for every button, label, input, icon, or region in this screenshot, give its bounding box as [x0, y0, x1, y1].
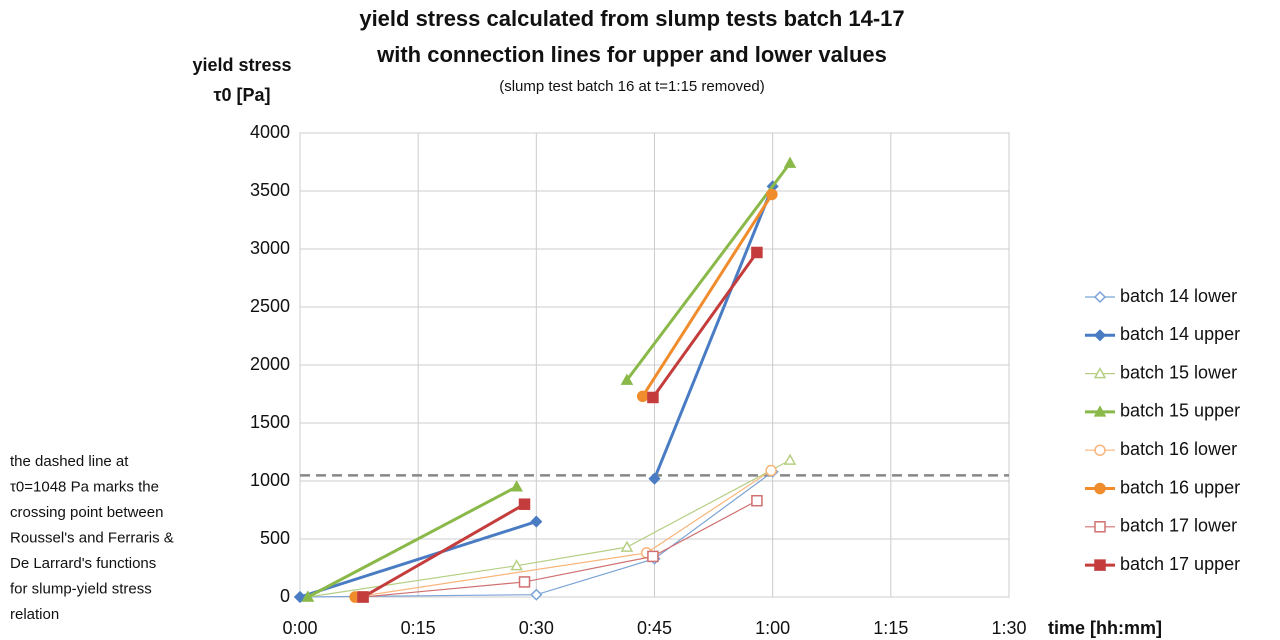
legend-label: batch 16 lower: [1120, 439, 1237, 459]
legend-label: batch 14 lower: [1120, 286, 1237, 306]
y-tick-label: 500: [260, 528, 290, 548]
y-axis-label: yield stress: [192, 55, 291, 75]
series-line: [307, 459, 791, 598]
marker: [1094, 482, 1106, 495]
series-line: [362, 502, 526, 599]
y-tick-label: 0: [280, 586, 290, 606]
x-tick-label: 1:00: [755, 618, 790, 638]
annotation: relation: [10, 606, 59, 623]
marker: [530, 515, 543, 528]
legend-label: batch 14 upper: [1120, 324, 1240, 344]
marker: [1094, 444, 1106, 456]
x-tick-label: 0:15: [401, 618, 436, 638]
marker: [357, 591, 369, 603]
legend-label: batch 17 lower: [1120, 516, 1237, 536]
x-tick-label: 1:15: [873, 618, 908, 638]
marker: [636, 390, 649, 403]
series-line: [299, 471, 774, 598]
marker: [647, 391, 659, 404]
x-axis-label: time [hh:mm]: [1048, 618, 1162, 638]
marker: [766, 188, 778, 201]
chart-title: with connection lines for upper and lowe…: [376, 42, 887, 67]
y-tick-label: 1000: [250, 470, 290, 490]
marker: [518, 576, 531, 588]
marker: [518, 498, 531, 510]
marker: [1093, 367, 1107, 379]
x-tick-label: 0:00: [282, 618, 317, 638]
y-tick-label: 2500: [250, 296, 290, 316]
y-tick-label: 2000: [250, 354, 290, 374]
y-tick-label: 3500: [250, 180, 290, 200]
marker: [751, 494, 763, 507]
x-tick-label: 0:45: [637, 618, 672, 638]
x-tick-label: 0:30: [519, 618, 554, 638]
chart-title: yield stress calculated from slump tests…: [359, 6, 904, 31]
series-line: [651, 251, 759, 399]
marker: [751, 246, 763, 259]
series-line: [362, 500, 758, 598]
marker: [765, 464, 777, 477]
series-line: [307, 485, 518, 599]
marker: [1094, 521, 1106, 533]
series-line: [355, 470, 772, 598]
annotation: for slump-yield stress: [10, 580, 152, 597]
series-line: [653, 185, 775, 480]
marker: [530, 588, 543, 601]
marker: [1093, 290, 1107, 304]
annotation: crossing point between: [10, 504, 163, 521]
marker: [783, 453, 797, 465]
marker: [293, 590, 307, 604]
marker: [1094, 559, 1106, 571]
annotation: Roussel's and Ferraris &: [10, 529, 174, 546]
legend-label: batch 17 upper: [1120, 554, 1240, 574]
marker: [1093, 405, 1107, 417]
marker: [620, 373, 634, 385]
marker: [510, 480, 523, 492]
annotation: τ0=1048 Pa marks the: [10, 478, 159, 495]
marker: [783, 156, 797, 168]
y-tick-label: 1500: [250, 412, 290, 432]
marker: [648, 472, 661, 485]
series-line: [641, 193, 774, 398]
marker: [647, 550, 659, 563]
marker: [1093, 329, 1107, 342]
y-tick-label: 3000: [250, 238, 290, 258]
series-line: [625, 162, 792, 381]
legend-label: batch 15 upper: [1120, 401, 1240, 421]
chart-subtitle: (slump test batch 16 at t=1:15 removed): [499, 78, 765, 95]
marker: [510, 559, 523, 571]
legend-label: batch 15 lower: [1120, 362, 1237, 382]
y-axis-label: τ0 [Pa]: [213, 85, 270, 105]
marker: [301, 590, 315, 602]
annotation: De Larrard's functions: [10, 555, 156, 572]
legend-label: batch 16 upper: [1120, 477, 1240, 497]
y-tick-label: 4000: [250, 122, 290, 142]
series-line: [299, 520, 537, 599]
marker: [620, 540, 634, 552]
x-tick-label: 1:30: [991, 618, 1026, 638]
annotation: the dashed line at: [10, 453, 129, 470]
